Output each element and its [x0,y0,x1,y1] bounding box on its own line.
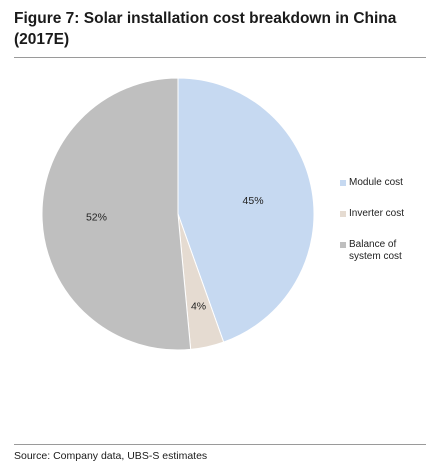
chart-legend: Module cost Inverter cost Balance of sys… [340,177,430,282]
legend-label-inverter-cost: Inverter cost [349,208,405,219]
legend-swatch-inverter-cost [340,211,346,217]
legend-item-inverter-cost: Inverter cost [340,208,430,220]
slice-label-inverter-cost: 4% [191,301,206,313]
pie-slice-balance-of-system-cost [41,77,192,351]
top-divider [14,57,426,58]
legend-label-module-cost: Module cost [349,177,403,188]
legend-swatch-module-cost [340,180,346,186]
pie-chart: 45% 4% 52% [41,77,315,351]
bottom-divider [14,444,426,445]
legend-label-balance-of-system-cost: Balance of system cost [349,239,402,262]
legend-item-balance-of-system-cost: Balance of system cost [340,239,430,263]
chart-area: 45% 4% 52% Module cost Inverter cost Balan… [14,58,426,443]
slice-label-balance-of-system-cost: 52% [86,212,107,224]
source-note: Source: Company data, UBS-S estimates [14,450,208,462]
legend-item-module-cost: Module cost [340,177,430,189]
chart-title: Figure 7: Solar installation cost breakd… [14,8,426,50]
pie-slice-module-cost [177,77,315,343]
chart-title-line-1: Figure 7: Solar installation cost breakd… [14,10,397,27]
legend-swatch-balance-of-system-cost [340,242,346,248]
slice-label-module-cost: 45% [243,195,264,207]
chart-title-line-2: (2017E) [14,31,70,48]
